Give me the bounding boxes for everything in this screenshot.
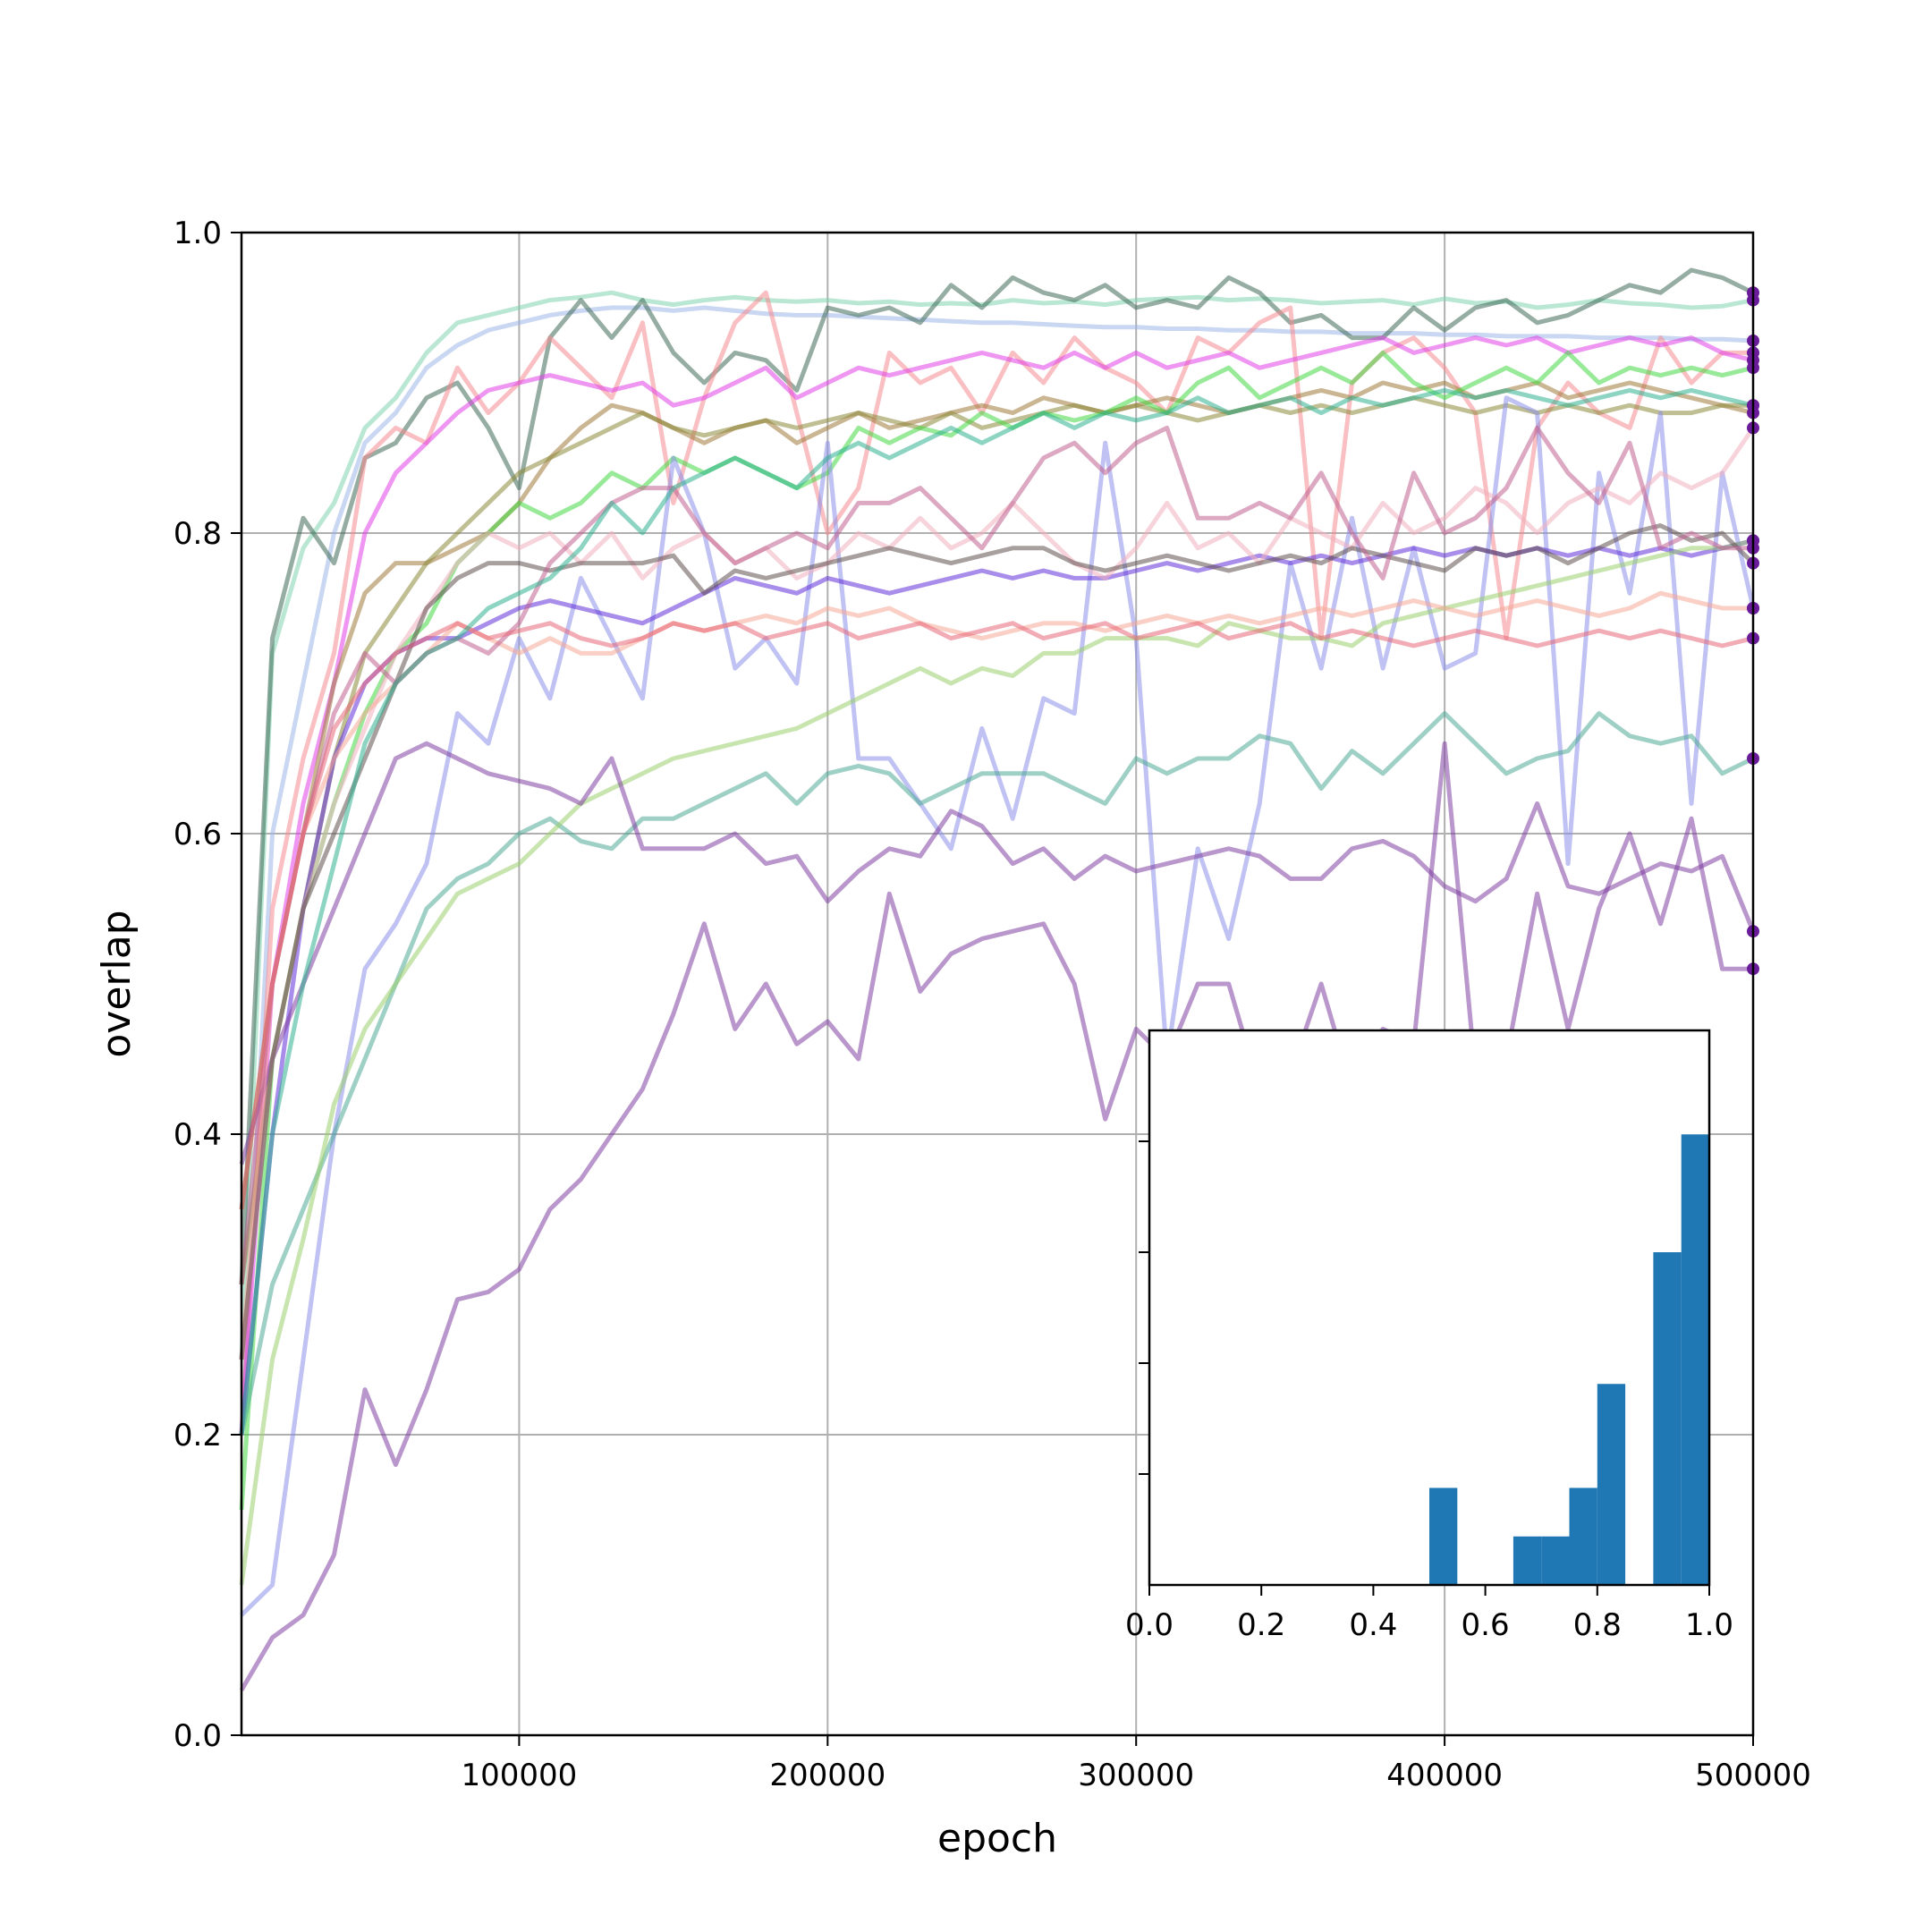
inset-bars <box>1429 1134 1709 1585</box>
series-line <box>239 523 1755 1360</box>
series-line <box>239 305 1754 1436</box>
series-line <box>239 426 1756 1360</box>
main-plot-frame <box>240 231 1755 1737</box>
y-tick-label: 0.2 <box>174 1418 222 1453</box>
x-tick-label: 300000 <box>1078 1758 1194 1793</box>
y-tick-label: 0.4 <box>174 1117 222 1153</box>
inset-x-tick-label: 0.6 <box>1462 1607 1510 1643</box>
histogram-bar <box>1541 1536 1570 1585</box>
inset-x-tick-label: 0.8 <box>1573 1607 1622 1643</box>
inset-axis-ticks: 0.0 0.2 0.4 0.6 0.8 1.0 <box>1125 1140 1733 1643</box>
main-series-lines <box>239 267 1756 1691</box>
series-line <box>239 350 1754 1511</box>
x-tick-label: 100000 <box>462 1758 578 1793</box>
histogram-bar <box>1597 1384 1626 1585</box>
histogram-bar <box>1429 1487 1458 1585</box>
series-line <box>239 267 1755 1285</box>
series-line <box>239 290 1753 1436</box>
histogram-bar <box>1653 1252 1682 1585</box>
series-line <box>239 621 1754 1210</box>
inset-x-tick-label: 0.2 <box>1237 1607 1285 1643</box>
inset-x-tick-label: 0.0 <box>1125 1607 1174 1643</box>
series-line <box>239 590 1753 1360</box>
main-axis-ticks: 100000 200000 300000 400000 5000000.00.20.40… <box>174 216 1811 1793</box>
series-line <box>239 711 1755 1436</box>
y-tick-label: 0.6 <box>174 817 222 852</box>
histogram-bar <box>1513 1536 1542 1585</box>
y-tick-label: 0.8 <box>174 516 222 552</box>
x-tick-label: 400000 <box>1386 1758 1503 1793</box>
series-line <box>239 741 1756 1165</box>
x-tick-label: 200000 <box>769 1758 886 1793</box>
series-line <box>239 395 1753 1285</box>
histogram-bar <box>1569 1487 1597 1585</box>
y-tick-label: 0.0 <box>174 1718 222 1754</box>
inset-frame <box>1148 1029 1711 1587</box>
x-axis-label: epoch <box>937 1816 1057 1861</box>
inset-x-tick-label: 0.4 <box>1349 1607 1397 1643</box>
y-tick-label: 1.0 <box>174 216 222 251</box>
series-line <box>239 538 1754 1586</box>
series-line <box>239 425 1753 1285</box>
inset-x-tick-label: 1.0 <box>1685 1607 1733 1643</box>
y-axis-label: overlap <box>94 910 140 1057</box>
series-line <box>239 335 1754 1436</box>
inset-histogram: 0.0 0.2 0.4 0.6 0.8 1.0 <box>1125 1029 1733 1643</box>
x-tick-label: 500000 <box>1695 1758 1811 1793</box>
histogram-bar <box>1681 1134 1709 1585</box>
series-line <box>239 387 1754 1436</box>
